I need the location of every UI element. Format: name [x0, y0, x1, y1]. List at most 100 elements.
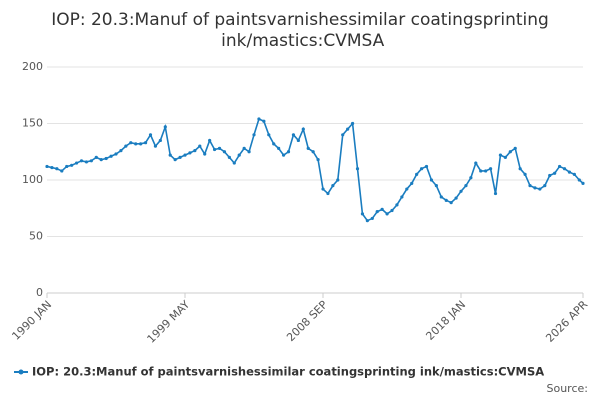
point [385, 212, 389, 216]
point [464, 184, 468, 188]
point [242, 146, 246, 150]
point [518, 167, 522, 171]
point [488, 167, 493, 171]
point [257, 117, 261, 121]
point [449, 201, 453, 205]
point [365, 219, 369, 223]
point [553, 171, 557, 175]
x-tick-label: 2026 APR [543, 298, 590, 345]
point [119, 149, 123, 153]
point [217, 146, 222, 150]
point [543, 184, 547, 188]
point [306, 146, 310, 150]
point [99, 158, 103, 162]
point [341, 133, 345, 137]
point [183, 153, 187, 157]
point [148, 133, 153, 137]
point [479, 169, 483, 173]
x-tick-label: 2008 SEP [284, 298, 330, 344]
point [346, 127, 350, 131]
point [513, 146, 517, 150]
point [474, 161, 478, 165]
point [124, 144, 128, 148]
point [439, 195, 443, 199]
point [94, 155, 98, 159]
point [390, 208, 394, 213]
point [129, 141, 133, 145]
point [538, 187, 542, 191]
point [350, 121, 355, 126]
point [311, 150, 315, 154]
point [212, 147, 217, 152]
point [50, 165, 54, 170]
point [193, 149, 197, 153]
point [79, 159, 84, 163]
point [163, 125, 167, 129]
point [444, 198, 448, 202]
point [493, 191, 498, 196]
point [336, 178, 340, 182]
point [533, 186, 537, 190]
point [237, 153, 241, 157]
point [262, 119, 266, 123]
x-tick-label: 2018 JAN [423, 298, 468, 343]
chart-title: IOP: 20.3:Manuf of paintsvarnishessimila… [51, 10, 549, 51]
point [267, 133, 271, 137]
point [272, 142, 276, 146]
point [286, 150, 291, 154]
point [548, 173, 552, 178]
y-tick-label: 150 [22, 117, 43, 130]
legend-label: IOP: 20.3:Manuf of paintsvarnishessimila… [32, 365, 544, 379]
point [74, 161, 79, 165]
point [400, 195, 404, 199]
point [89, 159, 93, 163]
point [375, 210, 379, 214]
point [326, 191, 330, 196]
point [503, 155, 507, 159]
point [178, 155, 182, 159]
point [158, 138, 162, 143]
point [222, 150, 227, 154]
point [104, 156, 108, 161]
point [65, 164, 69, 169]
point [395, 203, 399, 207]
point [572, 172, 576, 176]
point [469, 176, 473, 180]
x-tick-label: 1999 MAY [145, 298, 193, 346]
point [410, 181, 414, 185]
point [198, 144, 202, 148]
x-tick-label: 1990 JAN [9, 298, 54, 343]
point [203, 152, 207, 156]
point [134, 142, 138, 146]
point [454, 196, 458, 200]
point [70, 163, 74, 167]
point [227, 155, 231, 159]
point [301, 127, 305, 131]
point [188, 151, 192, 155]
point [247, 150, 251, 154]
point [484, 169, 488, 173]
point [567, 170, 572, 174]
point [429, 178, 434, 182]
point [321, 187, 325, 191]
point [331, 184, 335, 188]
point [557, 164, 562, 169]
point [498, 153, 503, 157]
y-tick-label: 0 [36, 286, 43, 299]
y-tick-label: 50 [29, 230, 43, 243]
point [84, 160, 89, 164]
point [296, 138, 300, 143]
point [459, 189, 463, 193]
source: Source: [547, 382, 589, 395]
point [139, 142, 143, 146]
legend-marker [18, 369, 24, 375]
point [528, 184, 532, 188]
point [291, 133, 296, 137]
point [405, 187, 409, 191]
point [424, 164, 429, 169]
point [55, 167, 59, 171]
point [508, 150, 512, 154]
point [355, 167, 360, 171]
point [370, 216, 374, 221]
